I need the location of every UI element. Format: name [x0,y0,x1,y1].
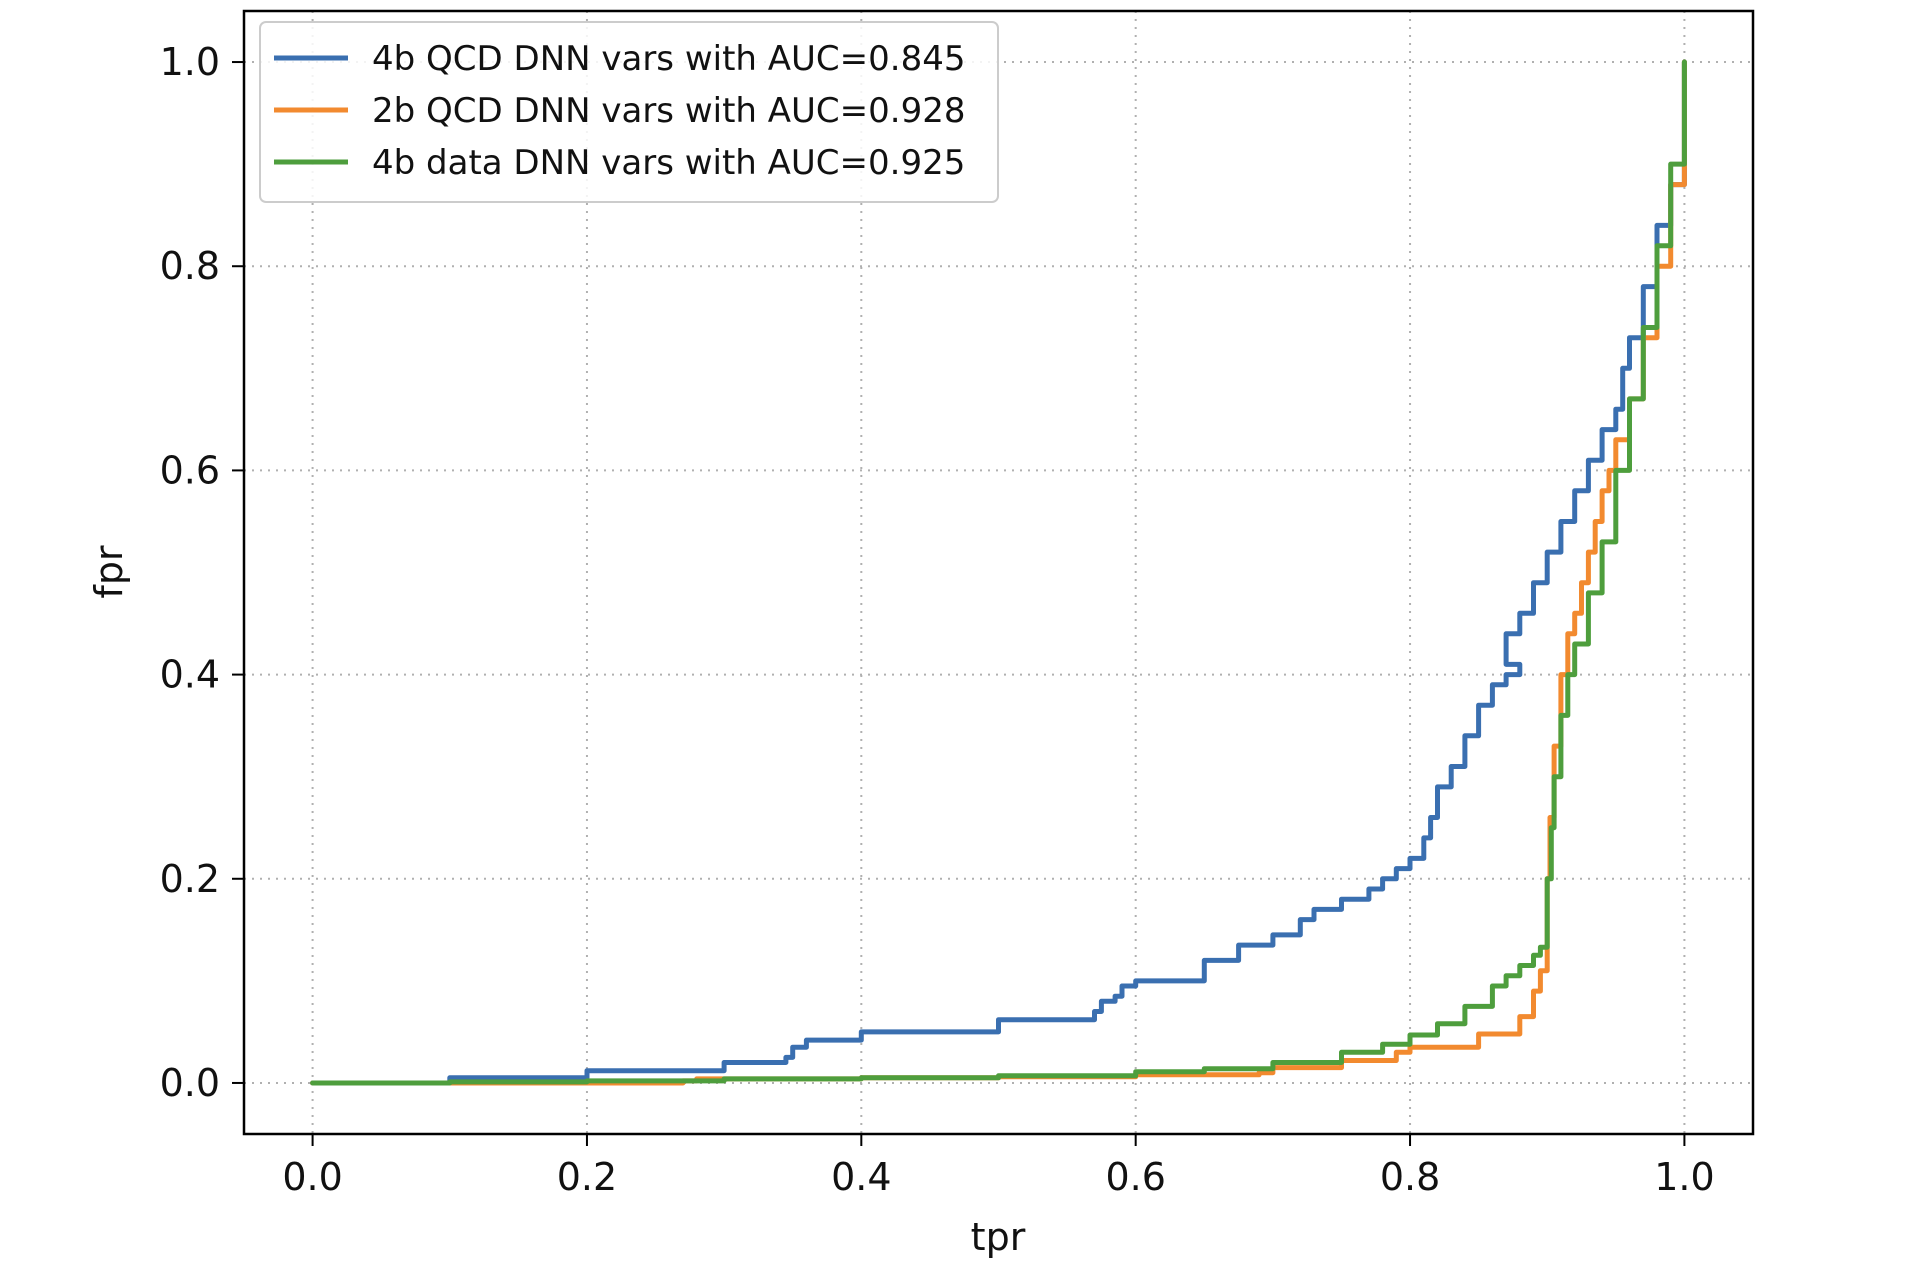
x-tick-label: 1.0 [1654,1155,1714,1199]
plot-frame [242,9,1755,1136]
y-tick-label: 0.2 [160,857,220,901]
legend-box [259,21,999,203]
series-line-1 [310,59,1687,1086]
series-line-2 [310,59,1687,1086]
y-tick-label: 1.0 [160,40,220,84]
y-tick-label: 0.0 [160,1061,220,1105]
y-tick-label: 0.8 [160,244,220,288]
grid [244,11,1753,1134]
x-axis-label: tpr [971,1215,1026,1259]
y-tick-label: 0.4 [160,653,220,697]
x-tick-label: 0.2 [557,1155,617,1199]
legend: 4b QCD DNN vars with AUC=0.845 2b QCD DNN… [259,21,999,203]
x-tick-label: 0.6 [1105,1155,1165,1199]
legend-entry: 4b data DNN vars with AUC=0.925 [372,143,965,183]
x-tick-label: 0.4 [831,1155,891,1199]
legend-entry: 2b QCD DNN vars with AUC=0.928 [372,91,965,131]
axis-ticks: 0.0 0.2 0.4 0.6 0.8 1.0 0.0 0.2 0.4 0.6 0.8 1.0 [160,40,1715,1199]
series-lines [310,59,1687,1086]
x-tick-label: 0.8 [1380,1155,1440,1199]
x-tick-label: 0.0 [282,1155,342,1199]
legend-entry: 4b QCD DNN vars with AUC=0.845 [372,39,965,79]
y-axis-label: fpr [87,545,131,598]
series-line-3 [310,59,1687,1086]
y-tick-label: 0.6 [160,448,220,492]
